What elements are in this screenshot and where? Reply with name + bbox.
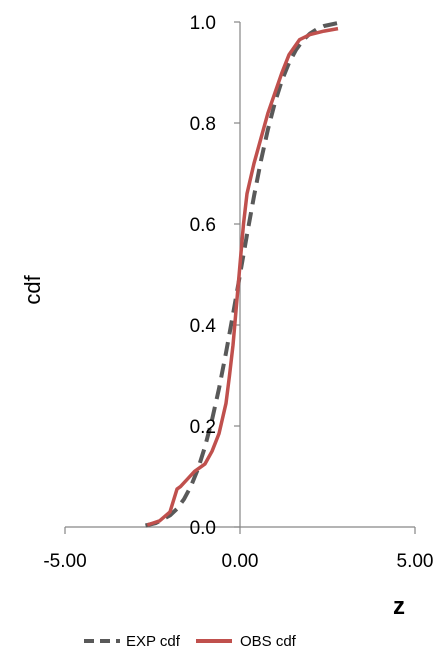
legend-label-exp: EXP cdf xyxy=(126,633,181,650)
plot-area xyxy=(145,21,339,528)
legend-label-obs: OBS cdf xyxy=(240,633,297,650)
series-line-exp-cdf xyxy=(145,21,339,528)
y-tick-label: 0.6 xyxy=(190,215,216,236)
y-tick-label: 0.8 xyxy=(190,114,216,135)
legend: EXP cdf OBS cdf xyxy=(84,633,297,650)
y-tick-label: 0.0 xyxy=(190,518,216,539)
y-axis-title: cdf xyxy=(20,274,45,304)
y-tick-label: 0.4 xyxy=(190,316,217,337)
x-tick-label: 5.00 xyxy=(397,551,434,572)
x-tick-label: 0.00 xyxy=(222,551,259,572)
x-tick-label: -5.00 xyxy=(43,551,86,572)
series-line-obs-cdf xyxy=(146,26,339,527)
x-axis-title: z xyxy=(393,593,405,620)
y-tick-label: 1.0 xyxy=(190,13,216,34)
y-tick-label: 0.2 xyxy=(190,417,216,438)
tick-labels: 0.0 0.2 0.4 0.6 0.8 1.0 -5.00 0.00 5.00 xyxy=(43,13,433,572)
